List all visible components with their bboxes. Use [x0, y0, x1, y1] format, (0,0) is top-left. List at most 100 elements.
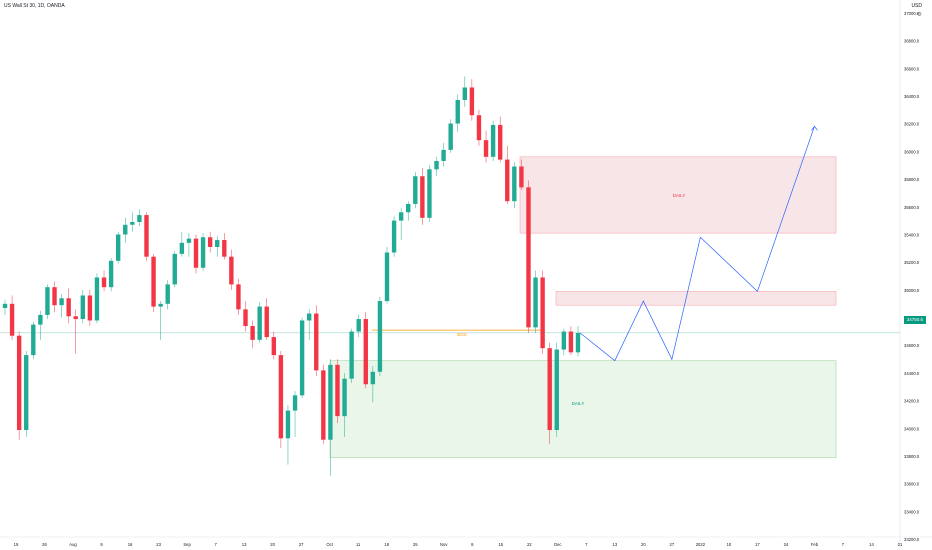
x-tick-label: 14 [869, 542, 874, 547]
candle-body [144, 215, 149, 257]
x-tick-label: 7 [585, 542, 588, 547]
candle-body [52, 287, 57, 306]
y-tick-label: 36400.0 [904, 94, 920, 99]
candle-body [200, 237, 206, 268]
candle-body [413, 176, 418, 204]
y-tick-label: 34600.0 [904, 343, 920, 348]
x-tick-label: 23 [156, 542, 161, 547]
x-tick-label: 19 [14, 542, 19, 547]
y-tick-label: 33200.0 [904, 537, 920, 542]
y-tick-label: 33800.0 [904, 454, 920, 459]
x-tick-label: Nov [440, 542, 448, 547]
y-tick-label: 34000.0 [904, 426, 920, 431]
supply-zone [519, 156, 837, 234]
bos-label: BOS [457, 332, 467, 337]
x-tick-label: 27 [670, 542, 675, 547]
candle-body [434, 160, 439, 170]
candle-body [406, 203, 411, 213]
candle-body [497, 124, 503, 160]
candle-body [483, 140, 489, 157]
x-tick-label: 13 [613, 542, 618, 547]
y-tick-label: 36200.0 [904, 122, 920, 127]
candle-body [363, 319, 368, 385]
candle-body [335, 364, 340, 417]
candle-body [505, 159, 510, 202]
demand-zone [329, 360, 837, 459]
x-tick-label: Sep [183, 542, 191, 547]
candle-body [568, 331, 574, 353]
y-tick-label: 33400.0 [904, 509, 920, 514]
candle-body [306, 313, 312, 321]
candle-body [469, 87, 475, 116]
candle-body [193, 238, 199, 268]
x-tick-label: 20 [270, 542, 275, 547]
candle-body [31, 324, 36, 356]
y-tick-label: 37000.0 [904, 11, 920, 16]
supply-zone [555, 291, 837, 306]
candle-body [299, 320, 305, 396]
y-tick-label: 35200.0 [904, 260, 920, 265]
candle-body [45, 287, 50, 315]
candle-body [115, 234, 121, 261]
candle-body [384, 252, 390, 302]
x-tick-label: 25 [413, 542, 418, 547]
candle-body [391, 220, 397, 253]
candle-body [9, 303, 15, 336]
y-tick-label: 35000.0 [904, 288, 920, 293]
candle-body [186, 238, 192, 243]
candle-body [292, 395, 298, 411]
candle-body [285, 410, 291, 439]
candle-body [533, 277, 538, 328]
x-tick-label: Feb [811, 542, 819, 547]
candle-body [80, 295, 86, 320]
candle-body [278, 355, 284, 439]
candle-body [158, 303, 163, 307]
candle-body [377, 301, 383, 372]
candle-body [476, 115, 482, 141]
candle-body [250, 326, 255, 340]
x-tick-label: 10 [727, 542, 732, 547]
last-price-tag: 34750.6 [903, 316, 926, 324]
candle-body [490, 124, 496, 157]
gear-icon[interactable]: ⚙ [916, 12, 922, 18]
candle-body [328, 364, 333, 440]
candle-body [264, 306, 269, 338]
candle-body [236, 284, 241, 310]
candle-body [130, 222, 135, 225]
candle-body [526, 187, 531, 328]
x-tick-label: 8 [471, 542, 474, 547]
x-tick-label: 20 [641, 542, 646, 547]
candle-body [398, 212, 404, 221]
candle-body [540, 277, 545, 349]
candle-body [101, 277, 107, 288]
candle-body [94, 277, 100, 321]
x-tick-label: Aug [69, 542, 77, 547]
candle-body [427, 169, 432, 218]
candle-body [59, 298, 64, 306]
candle-body [73, 316, 78, 320]
candle-body [137, 215, 142, 222]
candle-body [243, 309, 248, 326]
chart-title: US Wall St 30, 1D, OANDA [4, 3, 65, 9]
x-tick-label: 9 [100, 542, 103, 547]
x-tick-label: 21 [898, 542, 903, 547]
candle-body [455, 99, 460, 124]
x-tick-label: 16 [128, 542, 133, 547]
candle-body [38, 314, 43, 325]
y-tick-label: 35400.0 [904, 232, 920, 237]
candle-body [370, 371, 376, 385]
y-tick-label: 36600.0 [904, 66, 920, 71]
candle-body [561, 331, 567, 350]
candle-body [229, 256, 234, 285]
x-tick-label: 15 [498, 542, 503, 547]
supply-zone-label: DAILY [673, 193, 686, 198]
y-tick-label: 36000.0 [904, 149, 920, 154]
x-tick-label: 2022 [696, 542, 706, 547]
y-tick-label: 33600.0 [904, 482, 920, 487]
x-tick-label: 11 [356, 542, 361, 547]
candle-body [448, 123, 453, 150]
x-tick-label: 7 [842, 542, 845, 547]
projection-path [579, 126, 815, 362]
x-tick-label: Oct [326, 542, 333, 547]
